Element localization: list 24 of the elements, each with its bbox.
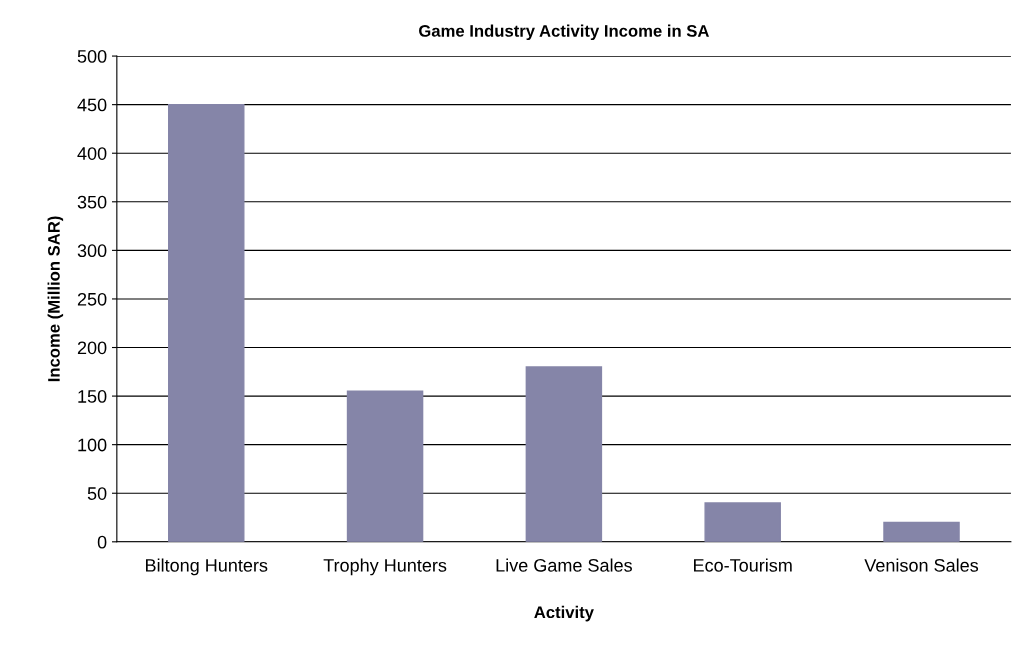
x-tick-label: Live Game Sales <box>496 558 632 572</box>
y-axis-title: Income (Million SAR) <box>47 216 64 382</box>
y-tick-label: 250 <box>77 292 107 306</box>
bar <box>525 366 603 542</box>
y-tick-label: 100 <box>78 438 107 452</box>
y-tick-label: 200 <box>77 341 107 355</box>
x-tick-label: Eco-Tourism <box>694 558 792 572</box>
chart-title: Game Industry Activity Income in SA <box>419 24 710 41</box>
x-tick-label: Biltong Hunters <box>146 558 268 576</box>
y-tick-label: 300 <box>77 244 107 258</box>
bar <box>704 502 781 542</box>
x-tick-label: Trophy Hunters <box>323 558 447 576</box>
x-axis-title: Activity <box>534 605 594 622</box>
bar <box>346 390 424 542</box>
y-tick-label: 0 <box>97 535 107 549</box>
y-tick-label: 450 <box>77 98 107 112</box>
y-tick-label: 150 <box>78 390 107 403</box>
x-tick-label: Venison Sales <box>864 558 979 572</box>
y-tick-label: 50 <box>87 487 107 500</box>
bar <box>883 521 960 542</box>
bar <box>168 103 245 542</box>
y-tick-label: 400 <box>77 147 107 160</box>
y-tick-label: 500 <box>77 50 107 63</box>
y-tick-label: 350 <box>77 195 107 209</box>
